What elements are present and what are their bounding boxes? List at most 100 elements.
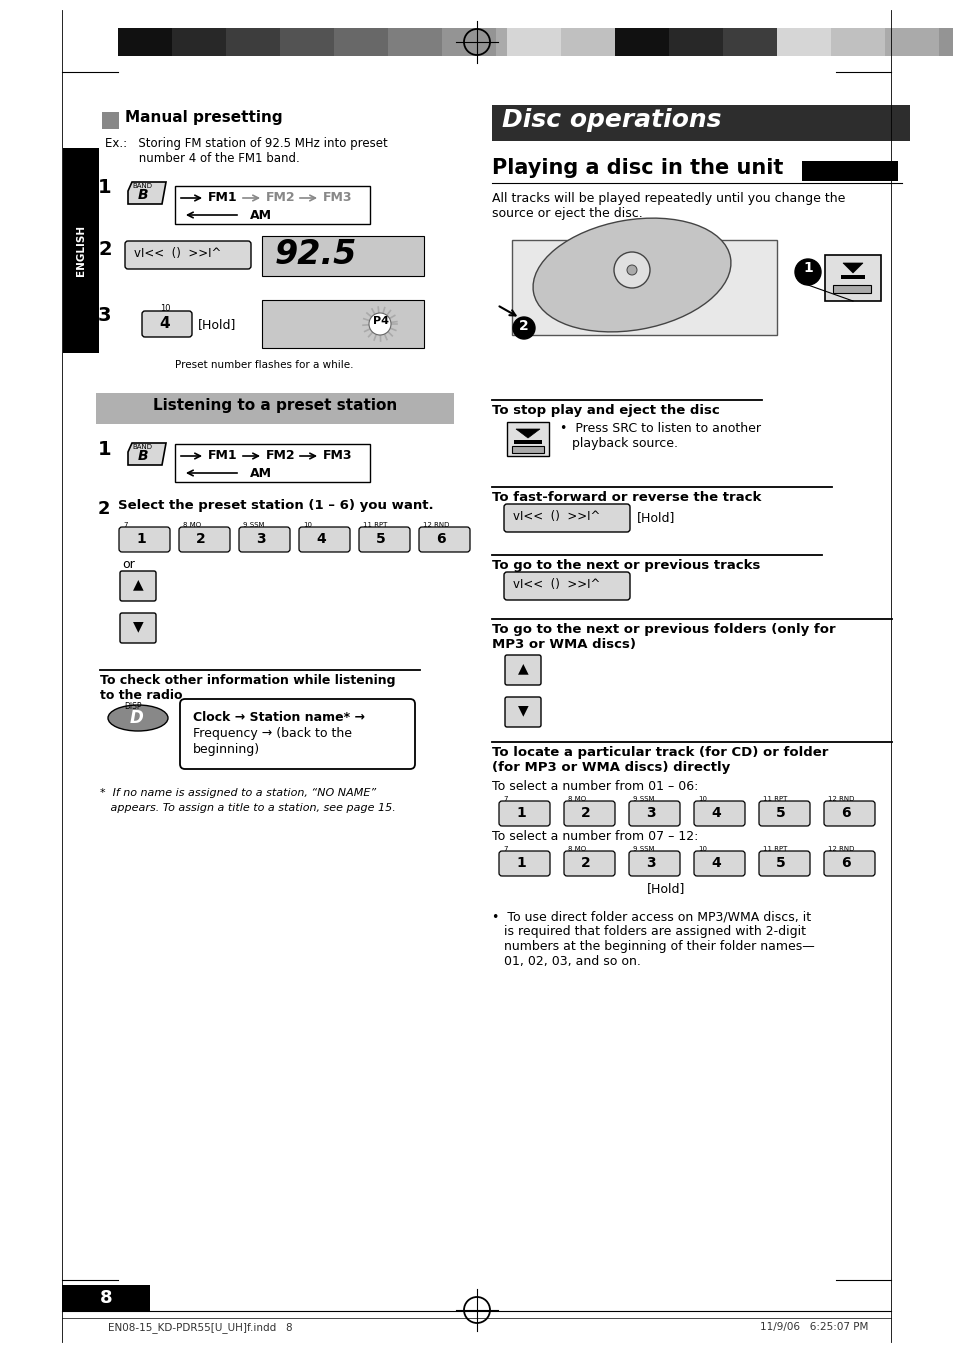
Ellipse shape xyxy=(108,704,168,731)
Bar xyxy=(174,443,370,483)
Text: to the radio: to the radio xyxy=(100,690,182,702)
Text: AM: AM xyxy=(250,466,272,480)
Text: 2: 2 xyxy=(518,319,528,333)
Bar xyxy=(832,285,870,293)
FancyBboxPatch shape xyxy=(628,800,679,826)
Text: 12 RND: 12 RND xyxy=(827,846,854,852)
Text: or: or xyxy=(122,558,134,571)
Text: 8 MO: 8 MO xyxy=(567,846,585,852)
Bar xyxy=(496,28,550,55)
Bar xyxy=(172,28,226,55)
Text: 11 RPT: 11 RPT xyxy=(363,522,387,529)
Text: To stop play and eject the disc: To stop play and eject the disc xyxy=(492,404,719,416)
Text: 1: 1 xyxy=(136,531,146,546)
Bar xyxy=(841,274,864,279)
Text: 1: 1 xyxy=(802,261,812,274)
Text: source or eject the disc.: source or eject the disc. xyxy=(492,207,642,220)
Bar xyxy=(824,256,880,301)
Circle shape xyxy=(614,251,649,288)
Text: 9 SSM: 9 SSM xyxy=(633,846,654,852)
Bar xyxy=(388,28,441,55)
Text: 10: 10 xyxy=(160,304,171,314)
Text: Select the preset station (1 – 6) you want.: Select the preset station (1 – 6) you wa… xyxy=(118,499,434,512)
Text: 5: 5 xyxy=(375,531,385,546)
Text: 1: 1 xyxy=(98,439,112,458)
FancyBboxPatch shape xyxy=(693,850,744,876)
Text: 6: 6 xyxy=(841,856,850,869)
Text: beginning): beginning) xyxy=(193,744,260,756)
Polygon shape xyxy=(128,183,166,204)
Text: •  To use direct folder access on MP3/WMA discs, it: • To use direct folder access on MP3/WMA… xyxy=(492,910,810,923)
Text: To go to the next or previous tracks: To go to the next or previous tracks xyxy=(492,558,760,572)
Text: 2: 2 xyxy=(98,500,111,518)
Text: 7: 7 xyxy=(502,846,507,852)
Text: [Hold]: [Hold] xyxy=(198,318,236,331)
Bar xyxy=(96,393,454,425)
Bar xyxy=(262,237,423,276)
Text: 4: 4 xyxy=(710,806,720,821)
Text: To fast-forward or reverse the track: To fast-forward or reverse the track xyxy=(492,491,760,504)
Bar xyxy=(776,28,830,55)
FancyBboxPatch shape xyxy=(239,527,290,552)
FancyBboxPatch shape xyxy=(180,699,415,769)
Bar xyxy=(62,1284,150,1311)
Text: FM3: FM3 xyxy=(323,449,352,462)
FancyBboxPatch shape xyxy=(759,850,809,876)
Circle shape xyxy=(513,316,535,339)
Bar xyxy=(722,28,776,55)
Bar xyxy=(280,28,334,55)
Text: DISP: DISP xyxy=(124,702,141,711)
FancyBboxPatch shape xyxy=(628,850,679,876)
Text: 4: 4 xyxy=(315,531,325,546)
Text: [Hold]: [Hold] xyxy=(646,882,684,895)
Text: Preset number flashes for a while.: Preset number flashes for a while. xyxy=(174,360,354,370)
Bar xyxy=(506,422,548,456)
Text: To select a number from 01 – 06:: To select a number from 01 – 06: xyxy=(492,780,698,794)
FancyBboxPatch shape xyxy=(693,800,744,826)
Text: AM: AM xyxy=(250,210,272,222)
Text: 9 SSM: 9 SSM xyxy=(633,796,654,802)
Text: To check other information while listening: To check other information while listeni… xyxy=(100,675,395,687)
Text: 8: 8 xyxy=(99,1288,112,1307)
FancyBboxPatch shape xyxy=(358,527,410,552)
Text: FM2: FM2 xyxy=(266,191,295,204)
FancyBboxPatch shape xyxy=(120,571,156,602)
FancyBboxPatch shape xyxy=(504,698,540,727)
Bar xyxy=(63,147,99,353)
Text: ▼: ▼ xyxy=(517,703,528,717)
Text: Ex.:   Storing FM station of 92.5 MHz into preset: Ex.: Storing FM station of 92.5 MHz into… xyxy=(105,137,387,150)
Text: To select a number from 07 – 12:: To select a number from 07 – 12: xyxy=(492,830,698,844)
Text: EN08-15_KD-PDR55[U_UH]f.indd   8: EN08-15_KD-PDR55[U_UH]f.indd 8 xyxy=(108,1322,293,1333)
Text: 7: 7 xyxy=(502,796,507,802)
Text: 11 RPT: 11 RPT xyxy=(762,846,786,852)
Bar xyxy=(830,28,884,55)
Text: BAND: BAND xyxy=(132,183,152,189)
Text: is required that folders are assigned with 2-digit: is required that folders are assigned wi… xyxy=(503,925,805,938)
Text: ▲: ▲ xyxy=(517,661,528,675)
Text: ▲: ▲ xyxy=(132,577,143,591)
FancyBboxPatch shape xyxy=(142,311,192,337)
Bar xyxy=(884,28,938,55)
Text: FM3: FM3 xyxy=(323,191,352,204)
Text: Disc operations: Disc operations xyxy=(501,108,720,132)
Text: 5: 5 xyxy=(775,856,785,869)
Text: Playing a disc in the unit: Playing a disc in the unit xyxy=(492,158,782,178)
Bar xyxy=(174,187,370,224)
FancyBboxPatch shape xyxy=(823,800,874,826)
FancyBboxPatch shape xyxy=(498,800,550,826)
Text: All tracks will be played repeatedly until you change the: All tracks will be played repeatedly unt… xyxy=(492,192,844,206)
Bar xyxy=(603,28,658,55)
Text: FM2: FM2 xyxy=(266,449,295,462)
FancyBboxPatch shape xyxy=(759,800,809,826)
Text: 2: 2 xyxy=(580,856,590,869)
Text: 12 RND: 12 RND xyxy=(422,522,449,529)
FancyBboxPatch shape xyxy=(120,612,156,644)
Text: Clock → Station name* →: Clock → Station name* → xyxy=(193,711,365,725)
Text: FM1: FM1 xyxy=(208,449,237,462)
FancyBboxPatch shape xyxy=(179,527,230,552)
Text: playback source.: playback source. xyxy=(572,437,678,450)
Bar xyxy=(226,28,280,55)
Text: 10: 10 xyxy=(698,846,706,852)
Text: ▼: ▼ xyxy=(132,619,143,633)
Bar xyxy=(118,28,172,55)
